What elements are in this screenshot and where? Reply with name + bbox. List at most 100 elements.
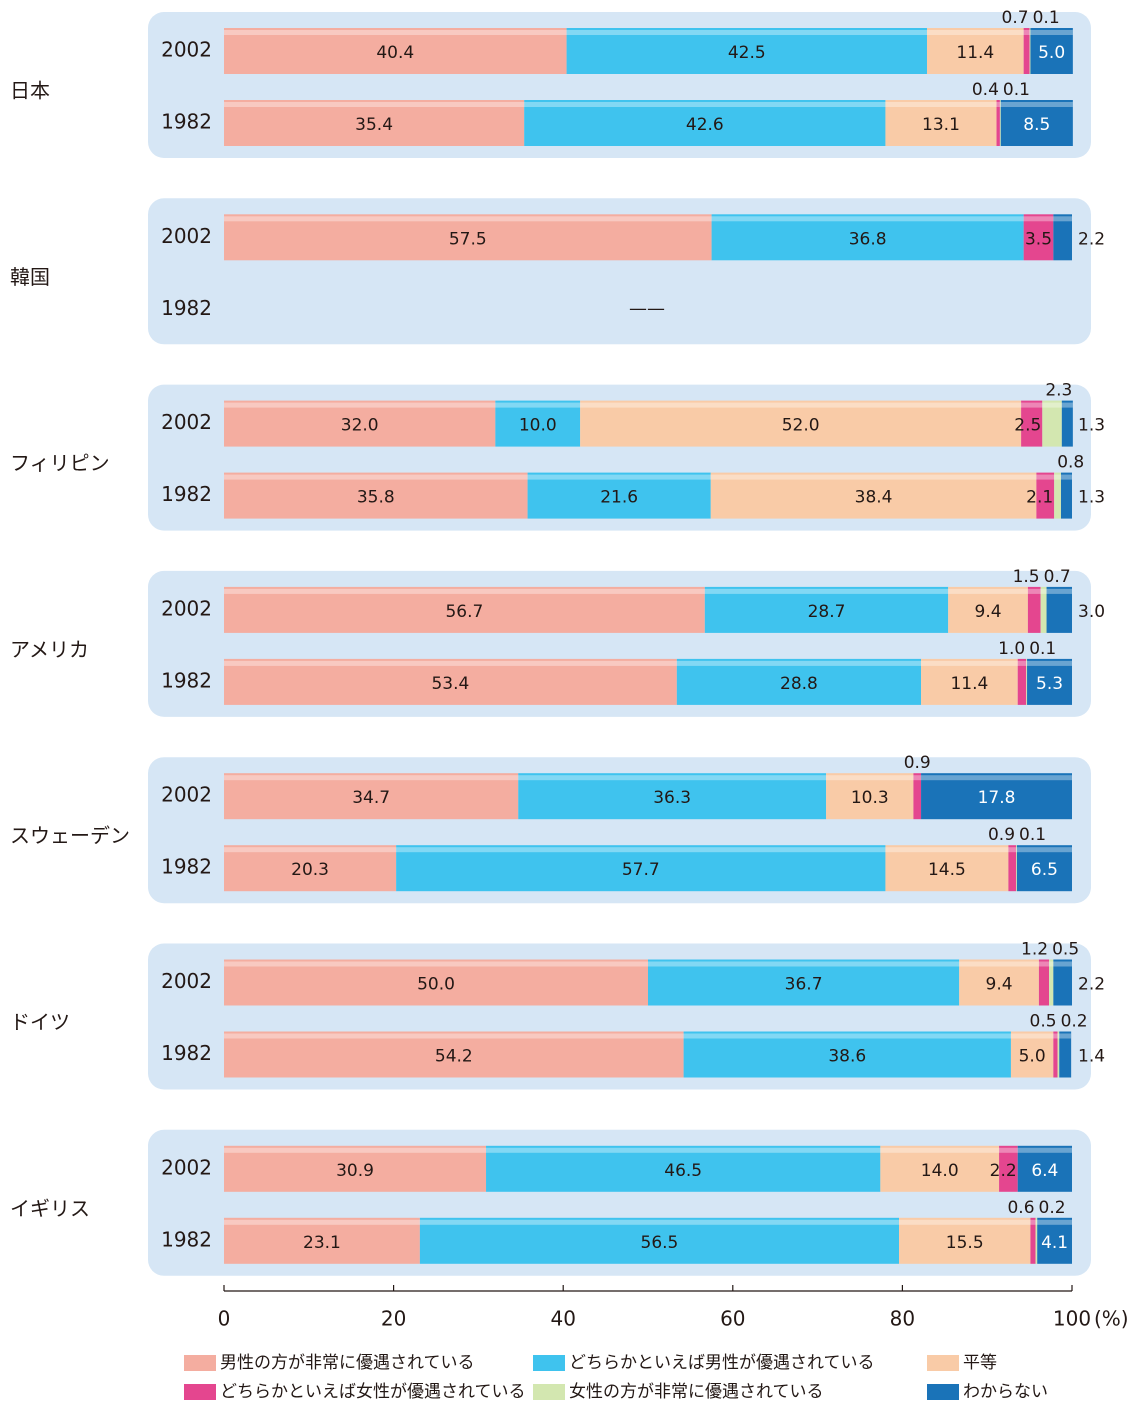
bar-segment (1046, 586, 1072, 633)
value-label: 1.4 (1078, 1047, 1105, 1067)
category-label: 2002 (161, 410, 212, 434)
x-tick-label: 100 (1053, 1307, 1091, 1331)
value-label: 15.5 (946, 1233, 984, 1253)
value-label: 56.5 (641, 1233, 679, 1253)
value-label: 2.5 (1014, 416, 1041, 436)
bar-highlight (224, 102, 1073, 107)
bar-segment (826, 773, 914, 820)
category-label: 1982 (161, 110, 212, 134)
value-label: 5.0 (1019, 1047, 1046, 1067)
value-label: 32.0 (341, 416, 379, 436)
bar-segment (711, 214, 1024, 261)
value-label: 0.9 (988, 825, 1015, 845)
value-label: 2.2 (1078, 229, 1105, 249)
legend-label: 女性の方が非常に優遇されている (569, 1382, 824, 1402)
x-unit: (%) (1094, 1307, 1129, 1331)
bar-segment (224, 214, 712, 261)
bar-highlight (224, 1219, 1072, 1225)
bar-highlight (224, 402, 1073, 408)
bar-segment (224, 658, 677, 705)
bar-segment (1054, 472, 1061, 519)
bar-segment (1060, 472, 1072, 519)
value-label: 28.8 (780, 674, 818, 694)
bar-segment (224, 1031, 684, 1078)
value-label: 0.8 (1057, 453, 1084, 473)
bar-segment (1030, 28, 1073, 74)
bar-segment (1030, 1217, 1036, 1264)
x-tick-label: 20 (381, 1307, 406, 1331)
value-label: 35.8 (357, 488, 395, 508)
bar-segment (518, 773, 827, 820)
bar-segment (1059, 1031, 1072, 1078)
value-label: 0.2 (1061, 1012, 1088, 1032)
value-label: 56.7 (445, 602, 483, 622)
x-tick-label: 0 (218, 1307, 231, 1331)
group-label: スウェーデン (10, 824, 130, 848)
bar-highlight (224, 1147, 1072, 1153)
bar-highlight (224, 474, 1072, 480)
bar-segment (1053, 214, 1072, 261)
bar-segment (1027, 658, 1072, 705)
value-label: 0.1 (1029, 639, 1056, 659)
value-label: 9.4 (986, 975, 1013, 995)
bar-highlight (224, 961, 1072, 967)
bar-segment (921, 658, 1018, 705)
value-label: 21.6 (600, 488, 638, 508)
value-label: 1.5 (1013, 567, 1040, 587)
category-label: 1982 (161, 855, 212, 879)
value-label: 0.1 (1019, 825, 1046, 845)
value-label: 30.9 (336, 1161, 374, 1181)
no-data-label: —— (629, 298, 665, 319)
bar-segment (959, 959, 1039, 1006)
bar-segment (899, 1217, 1031, 1264)
value-label: 42.5 (728, 43, 766, 63)
category-label: 2002 (161, 224, 212, 248)
value-label: 36.7 (785, 975, 823, 995)
value-label: 17.8 (978, 788, 1016, 808)
value-label: 3.5 (1025, 229, 1052, 249)
bar-segment (1023, 214, 1054, 261)
group-label: フィリピン (10, 451, 110, 475)
bar-segment (224, 959, 648, 1006)
bar-segment (948, 586, 1028, 633)
bar-segment (676, 658, 922, 705)
category-label: 2002 (161, 596, 212, 620)
bar-segment (1057, 1031, 1060, 1078)
value-label: 14.5 (928, 860, 966, 880)
bar-segment (1017, 1145, 1072, 1192)
value-label: 5.3 (1036, 674, 1063, 694)
legend-swatch (184, 1384, 216, 1400)
value-label: 35.4 (355, 115, 393, 135)
value-label: 0.5 (1030, 1012, 1057, 1032)
bar-segment (224, 100, 525, 146)
value-label: 2.2 (1078, 975, 1105, 995)
bar-segment (1053, 959, 1072, 1006)
bar-segment (1023, 28, 1030, 74)
value-label: 38.4 (855, 488, 893, 508)
value-label: 0.4 (972, 80, 999, 100)
legend-swatch (533, 1384, 565, 1400)
group-label: 韓国 (10, 265, 50, 289)
bar-segment (1016, 845, 1017, 892)
bar-segment (224, 845, 397, 892)
bar-segment (1000, 100, 1073, 146)
value-label: 54.2 (435, 1047, 473, 1067)
bar-highlight (224, 1033, 1072, 1039)
value-label: 0.1 (1033, 8, 1060, 28)
value-label: 4.1 (1041, 1233, 1068, 1253)
value-label: 38.6 (828, 1047, 866, 1067)
bar-segment (224, 1145, 487, 1192)
category-label: 2002 (161, 38, 212, 62)
bar-segment (880, 1145, 1000, 1192)
value-label: 10.3 (851, 788, 889, 808)
value-label: 1.3 (1078, 488, 1105, 508)
value-label: 34.7 (352, 788, 390, 808)
bar-segment (1010, 1031, 1054, 1078)
group-label: イギリス (10, 1196, 90, 1220)
legend-label: どちらかといえば女性が優遇されている (220, 1382, 526, 1402)
bar-segment (683, 1031, 1011, 1078)
bar-segment (224, 400, 496, 447)
bar-segment (224, 472, 528, 519)
category-label: 1982 (161, 668, 212, 692)
value-label: 0.7 (1044, 567, 1071, 587)
